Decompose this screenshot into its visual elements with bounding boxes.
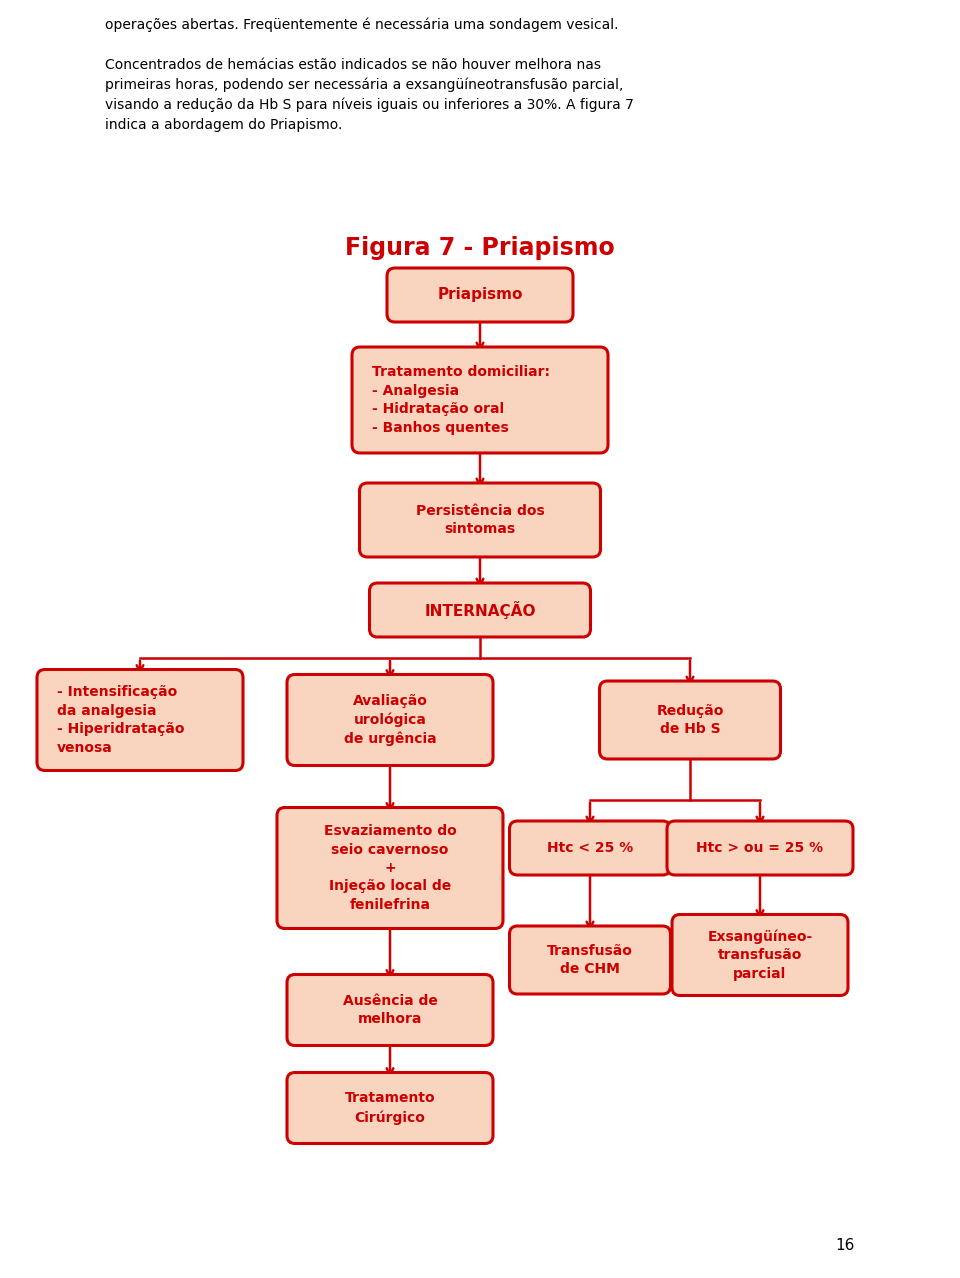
FancyBboxPatch shape <box>359 483 601 557</box>
Text: Concentrados de hemácias estão indicados se não houver melhora nas: Concentrados de hemácias estão indicados… <box>105 58 601 72</box>
Text: - Intensificação
da analgesia
- Hiperidratação
venosa: - Intensificação da analgesia - Hiperidr… <box>57 685 184 754</box>
Text: Htc < 25 %: Htc < 25 % <box>547 841 634 855</box>
Text: Avaliação
urológica
de urgência: Avaliação urológica de urgência <box>344 694 436 746</box>
FancyBboxPatch shape <box>599 681 780 759</box>
FancyBboxPatch shape <box>277 808 503 929</box>
Text: Ausência de
melhora: Ausência de melhora <box>343 994 438 1026</box>
FancyBboxPatch shape <box>510 927 670 994</box>
FancyBboxPatch shape <box>387 268 573 322</box>
Text: Tratamento
Cirúrgico: Tratamento Cirúrgico <box>345 1091 435 1125</box>
FancyBboxPatch shape <box>667 820 853 875</box>
Text: Exsangüíneo-
transfusão
parcial: Exsangüíneo- transfusão parcial <box>708 929 812 980</box>
Text: Transfusão
de CHM: Transfusão de CHM <box>547 943 633 976</box>
Text: indica a abordagem do Priapismo.: indica a abordagem do Priapismo. <box>105 118 343 132</box>
FancyBboxPatch shape <box>37 670 243 771</box>
Text: Tratamento domiciliar:
- Analgesia
- Hidratação oral
- Banhos quentes: Tratamento domiciliar: - Analgesia - Hid… <box>372 366 550 435</box>
FancyBboxPatch shape <box>370 583 590 636</box>
Text: operações abertas. Freqüentemente é necessária uma sondagem vesical.: operações abertas. Freqüentemente é nece… <box>105 18 618 32</box>
FancyBboxPatch shape <box>287 675 493 766</box>
Text: Esvaziamento do
seio cavernoso
+
Injeção local de
fenilefrina: Esvaziamento do seio cavernoso + Injeção… <box>324 824 456 911</box>
FancyBboxPatch shape <box>352 348 608 452</box>
Text: Redução
de Hb S: Redução de Hb S <box>657 704 724 736</box>
Text: visando a redução da Hb S para níveis iguais ou inferiores a 30%. A figura 7: visando a redução da Hb S para níveis ig… <box>105 98 634 112</box>
Text: Figura 7 - Priapismo: Figura 7 - Priapismo <box>346 236 614 259</box>
FancyBboxPatch shape <box>287 1072 493 1144</box>
Text: INTERNAÇÃO: INTERNAÇÃO <box>424 601 536 619</box>
Text: primeiras horas, podendo ser necessária a exsangüíneotransfusão parcial,: primeiras horas, podendo ser necessária … <box>105 78 623 92</box>
Text: 16: 16 <box>835 1237 854 1252</box>
Text: Persistência dos
sintomas: Persistência dos sintomas <box>416 504 544 537</box>
Text: Htc > ou = 25 %: Htc > ou = 25 % <box>696 841 824 855</box>
FancyBboxPatch shape <box>510 820 670 875</box>
Text: Priapismo: Priapismo <box>438 288 522 303</box>
FancyBboxPatch shape <box>672 915 848 996</box>
FancyBboxPatch shape <box>287 975 493 1045</box>
